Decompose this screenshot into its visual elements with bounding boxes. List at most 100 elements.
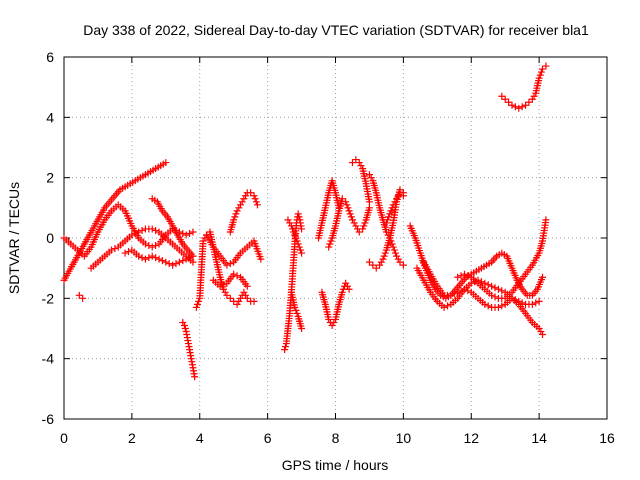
data-point bbox=[396, 189, 404, 197]
data-point bbox=[365, 204, 373, 212]
data-point bbox=[535, 74, 543, 82]
data-point bbox=[191, 373, 199, 381]
data-point bbox=[360, 222, 368, 230]
x-axis-label: GPS time / hours bbox=[282, 457, 389, 473]
data-point bbox=[352, 156, 360, 164]
data-point bbox=[235, 204, 243, 212]
series-arc-e bbox=[148, 195, 197, 260]
data-point bbox=[295, 243, 303, 251]
data-point bbox=[518, 103, 526, 111]
data-point bbox=[389, 243, 397, 251]
data-point bbox=[505, 98, 513, 106]
data-point bbox=[325, 315, 333, 323]
data-point bbox=[189, 228, 197, 236]
data-point bbox=[355, 159, 363, 167]
data-point bbox=[342, 279, 350, 287]
data-point bbox=[379, 255, 387, 263]
data-point bbox=[180, 321, 188, 329]
data-point bbox=[295, 213, 303, 221]
x-tick-label: 14 bbox=[531, 430, 547, 446]
data-point bbox=[391, 249, 399, 257]
data-point bbox=[382, 228, 390, 236]
data-point bbox=[491, 293, 499, 301]
data-point bbox=[242, 192, 250, 200]
data-point bbox=[289, 225, 297, 233]
data-point bbox=[498, 287, 506, 295]
data-point bbox=[148, 243, 156, 251]
data-point bbox=[182, 255, 190, 263]
data-point bbox=[447, 291, 455, 299]
data-point bbox=[386, 210, 394, 218]
series-arc-z bbox=[498, 62, 550, 112]
data-point bbox=[172, 260, 180, 268]
data-point bbox=[257, 255, 265, 263]
data-point bbox=[243, 282, 251, 290]
data-point bbox=[294, 240, 302, 248]
data-point bbox=[236, 201, 244, 209]
data-point bbox=[488, 291, 496, 299]
data-point bbox=[298, 225, 306, 233]
data-point bbox=[393, 252, 401, 260]
data-point bbox=[537, 328, 545, 336]
data-point bbox=[148, 225, 156, 233]
data-point bbox=[138, 254, 146, 262]
data-point bbox=[293, 237, 301, 245]
x-tick-label: 8 bbox=[332, 430, 340, 446]
x-tick-label: 16 bbox=[599, 430, 615, 446]
data-point bbox=[298, 249, 306, 257]
series-arc-j bbox=[226, 189, 261, 236]
data-point bbox=[131, 229, 139, 237]
data-point bbox=[515, 104, 523, 112]
data-point bbox=[365, 258, 373, 266]
y-tick-label: 4 bbox=[46, 109, 54, 125]
y-tick-label: -2 bbox=[42, 290, 55, 306]
data-point bbox=[231, 213, 239, 221]
data-point bbox=[380, 252, 388, 260]
data-point bbox=[325, 243, 333, 251]
data-point bbox=[186, 229, 194, 237]
data-point bbox=[158, 257, 166, 265]
data-point bbox=[367, 174, 375, 182]
data-point bbox=[393, 195, 401, 203]
data-point bbox=[75, 291, 83, 299]
tick-layer: 0 2 4 6 8 10 12 14 16 -6 -4 -2 0 2 4 6 bbox=[42, 49, 615, 446]
data-point bbox=[226, 260, 234, 268]
data-point bbox=[233, 207, 241, 215]
data-point bbox=[242, 291, 250, 299]
data-point bbox=[327, 237, 335, 245]
data-point bbox=[347, 213, 355, 221]
data-point bbox=[286, 219, 294, 227]
data-point bbox=[343, 282, 351, 290]
data-point bbox=[535, 325, 543, 332]
data-point bbox=[352, 222, 360, 230]
data-point bbox=[440, 303, 448, 311]
data-point bbox=[525, 98, 533, 106]
series-arc-u bbox=[382, 189, 407, 227]
data-point bbox=[141, 255, 149, 263]
data-point bbox=[251, 195, 259, 203]
data-point bbox=[450, 290, 458, 298]
x-tick-label: 2 bbox=[128, 430, 136, 446]
data-point bbox=[121, 249, 129, 257]
data-point bbox=[201, 234, 209, 242]
data-point bbox=[530, 92, 538, 100]
data-point bbox=[389, 201, 397, 209]
data-point bbox=[281, 343, 289, 351]
data-point bbox=[385, 213, 393, 221]
data-point bbox=[391, 198, 399, 206]
data-point bbox=[394, 255, 402, 263]
series-arc-l bbox=[281, 210, 306, 354]
data-point bbox=[152, 242, 160, 250]
data-point bbox=[175, 258, 183, 266]
data-point bbox=[111, 245, 119, 253]
data-point bbox=[457, 287, 465, 295]
data-point bbox=[464, 272, 472, 280]
data-point bbox=[290, 228, 298, 236]
data-point bbox=[508, 101, 516, 109]
data-point bbox=[293, 309, 301, 317]
data-point bbox=[338, 195, 346, 203]
data-point bbox=[135, 228, 143, 236]
grid-layer bbox=[64, 57, 607, 419]
data-point bbox=[169, 261, 177, 269]
